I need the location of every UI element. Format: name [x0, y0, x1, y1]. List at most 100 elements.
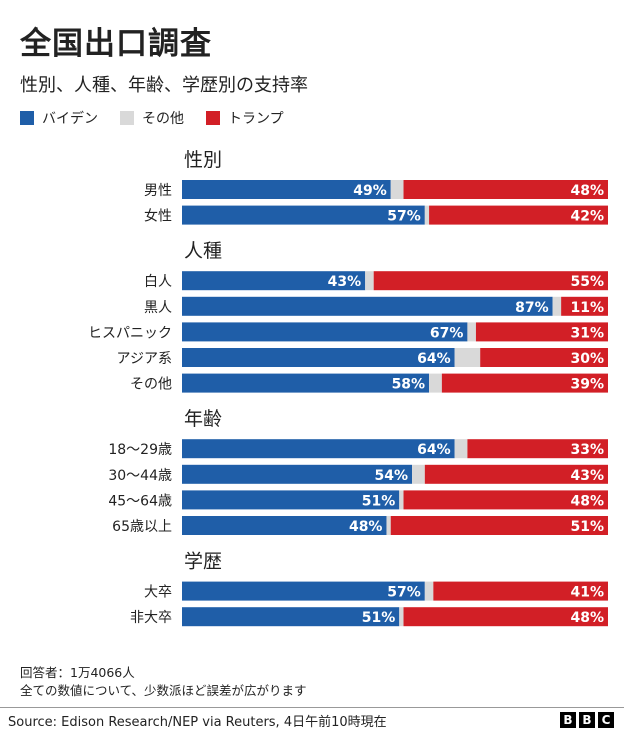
- bar-other: [454, 439, 468, 459]
- data-label-trump: 48%: [570, 493, 604, 509]
- bar-other: [365, 271, 374, 291]
- chart-subtitle: 性別、人種、年齢、学歴別の支持率: [20, 75, 308, 96]
- bbc-logo-letter: B: [579, 712, 595, 728]
- data-label-trump: 42%: [570, 209, 604, 225]
- legend-swatch-trump: [206, 111, 220, 125]
- legend: バイデン その他 トランプ: [20, 108, 306, 128]
- bar-other: [429, 373, 442, 393]
- legend-label-biden: バイデン: [42, 111, 98, 127]
- bar-trump: [403, 607, 608, 627]
- data-label-trump: 39%: [570, 377, 604, 393]
- legend-item-trump: トランプ: [206, 108, 284, 128]
- row-label: 白人: [144, 274, 172, 290]
- bar-other: [467, 322, 476, 342]
- bar-trump: [403, 180, 608, 199]
- row-label: 女性: [144, 208, 172, 225]
- bbc-logo: B B C: [557, 712, 614, 728]
- legend-label-other: その他: [142, 111, 184, 127]
- footer-divider: [0, 707, 624, 708]
- bar-biden: [182, 581, 425, 601]
- row-label: アジア系: [117, 351, 172, 367]
- bar-biden: [182, 516, 387, 535]
- bar-biden: [182, 439, 455, 459]
- data-label-biden: 58%: [392, 377, 426, 393]
- bar-biden: [182, 607, 400, 627]
- legend-item-biden: バイデン: [20, 108, 98, 128]
- bar-other: [424, 581, 434, 601]
- data-label-biden: 64%: [417, 442, 451, 458]
- group-title: 年齢: [184, 408, 222, 430]
- bar-biden: [182, 464, 413, 484]
- legend-swatch-other: [120, 111, 134, 125]
- respondents-note: 回答者：1万4066人: [20, 665, 135, 680]
- bar-other: [454, 348, 481, 367]
- data-label-trump: 43%: [570, 468, 604, 484]
- bar-trump: [390, 516, 608, 535]
- data-label-trump: 55%: [570, 274, 604, 290]
- row-label: 男性: [144, 183, 172, 199]
- row-label: その他: [130, 377, 172, 393]
- legend-swatch-biden: [20, 111, 34, 125]
- bar-trump: [433, 581, 608, 601]
- group-title: 学歴: [184, 551, 222, 573]
- bar-biden: [182, 180, 391, 199]
- bar-biden: [182, 205, 425, 225]
- bar-other: [412, 464, 425, 484]
- row-label: 18〜29歳: [108, 442, 172, 458]
- bar-other: [390, 180, 404, 199]
- bar-trump: [561, 296, 608, 316]
- bar-trump: [373, 271, 608, 291]
- row-label: 黒人: [144, 300, 172, 316]
- bar-other: [399, 490, 404, 510]
- bar-trump: [475, 322, 608, 342]
- notes: 回答者：1万4066人 全ての数値について、少数派ほど誤差が広がります: [20, 664, 307, 700]
- data-label-biden: 48%: [349, 519, 383, 535]
- bar-trump: [424, 464, 608, 484]
- data-label-trump: 48%: [570, 183, 604, 199]
- data-label-biden: 51%: [362, 493, 396, 509]
- source-text: Source: Edison Research/NEP via Reuters,…: [8, 715, 387, 730]
- data-label-trump: 30%: [570, 351, 604, 367]
- margin-of-error-note: 全ての数値について、少数派ほど誤差が広がります: [20, 683, 307, 698]
- bbc-logo-letter: C: [598, 712, 614, 728]
- row-label: ヒスパニック: [88, 325, 172, 341]
- data-label-biden: 57%: [387, 585, 421, 601]
- group-title: 人種: [184, 240, 222, 262]
- bar-trump: [429, 205, 608, 225]
- bar-trump: [467, 439, 608, 459]
- data-label-biden: 49%: [353, 183, 387, 199]
- data-label-trump: 11%: [570, 300, 604, 316]
- row-label: 45〜64歳: [108, 493, 172, 509]
- data-label-biden: 51%: [362, 610, 396, 626]
- data-label-trump: 33%: [570, 442, 604, 458]
- bar-trump: [403, 490, 608, 510]
- legend-label-trump: トランプ: [228, 111, 284, 127]
- bar-other: [424, 205, 430, 225]
- data-label-trump: 51%: [570, 519, 604, 535]
- data-label-trump: 41%: [570, 585, 604, 601]
- row-label: 30〜44歳: [108, 468, 172, 484]
- legend-item-other: その他: [120, 108, 184, 128]
- chart-title: 全国出口調査: [20, 26, 212, 62]
- group-title: 性別: [184, 149, 222, 171]
- data-label-biden: 43%: [328, 274, 362, 290]
- bar-other: [386, 516, 391, 535]
- bar-biden: [182, 373, 430, 393]
- data-label-biden: 54%: [375, 468, 409, 484]
- bar-trump: [480, 348, 608, 367]
- bar-biden: [182, 271, 366, 291]
- data-label-biden: 57%: [387, 209, 421, 225]
- bar-biden: [182, 348, 455, 367]
- bar-trump: [441, 373, 608, 393]
- bar-other: [552, 296, 562, 316]
- bar-biden: [182, 490, 400, 510]
- bar-biden: [182, 322, 468, 342]
- bar-other: [399, 607, 404, 627]
- data-label-biden: 67%: [430, 325, 464, 341]
- row-label: 65歳以上: [112, 519, 172, 535]
- data-label-biden: 64%: [417, 351, 451, 367]
- row-label: 大卒: [144, 585, 172, 601]
- bbc-logo-letter: B: [560, 712, 576, 728]
- data-label-trump: 31%: [570, 325, 604, 341]
